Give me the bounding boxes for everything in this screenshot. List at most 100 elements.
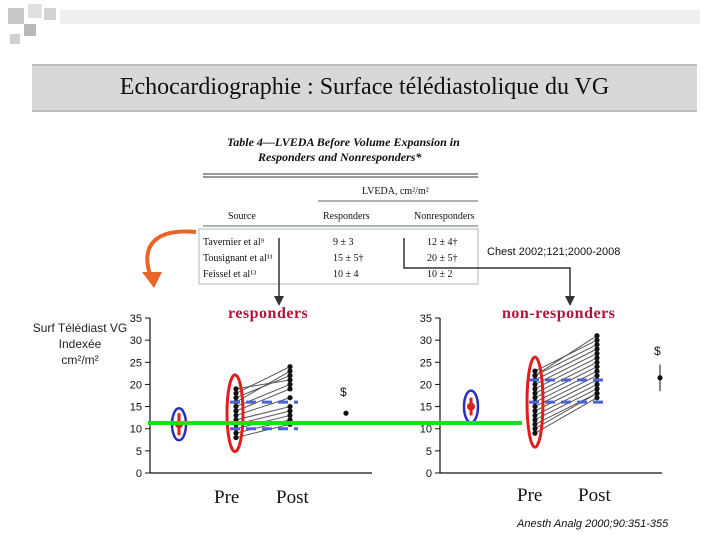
data-point	[594, 346, 600, 352]
decor-square	[28, 4, 42, 18]
data-point	[594, 350, 600, 357]
data-point	[532, 381, 538, 388]
table-row-nonresp: 20 ± 5†	[427, 253, 458, 264]
data-point	[594, 333, 600, 339]
data-point	[594, 364, 600, 370]
data-point	[532, 403, 538, 410]
connector-line	[403, 238, 571, 300]
subject-line	[534, 392, 598, 425]
data-point	[287, 386, 293, 392]
data-point	[594, 341, 600, 348]
data-point	[532, 372, 538, 379]
y-axis-label-line: Surf Télédiast VG	[32, 321, 128, 335]
decor-square	[10, 34, 20, 44]
subject-line	[534, 383, 598, 416]
y-tick-label: 10	[420, 424, 432, 436]
data-point	[594, 381, 600, 388]
data-point	[532, 421, 538, 427]
y-tick-label: 15	[130, 402, 142, 414]
curved-arrow-head-icon	[142, 272, 162, 288]
y-axis-label-line: Indexée	[58, 337, 102, 351]
decor-square	[24, 24, 36, 36]
subject-line	[534, 344, 598, 377]
data-point	[532, 426, 538, 432]
table-row-resp: 9 ± 3	[333, 237, 354, 248]
table-row-resp: 10 ± 4	[333, 269, 359, 280]
data-point	[287, 364, 293, 370]
data-point	[287, 395, 293, 401]
subject-line	[235, 366, 291, 394]
y-tick-label: 5	[136, 446, 142, 458]
data-point	[594, 390, 600, 396]
table-row-source: Feissel et al¹³	[203, 269, 256, 280]
data-point	[287, 372, 293, 379]
data-point	[532, 412, 538, 419]
data-point	[287, 412, 293, 419]
data-point	[233, 430, 239, 436]
subject-line	[534, 392, 598, 430]
pre-label-left: Pre	[214, 487, 240, 508]
table-col-nonresponders: Nonresponders	[414, 211, 475, 222]
citation-anesth: Anesth Analg 2000;90:351-355	[517, 518, 669, 530]
decor-square	[44, 8, 56, 20]
y-tick-label: 20	[130, 379, 142, 391]
table-col-source: Source	[228, 211, 256, 222]
table-highlight	[198, 228, 479, 285]
data-point	[532, 417, 538, 423]
y-tick-label: 35	[420, 313, 432, 325]
marker-point	[657, 375, 663, 381]
data-point	[233, 408, 239, 414]
post-label-right: Post	[578, 485, 611, 506]
table-caption-1: Table 4—LVEDA Before Volume Expansion in	[227, 135, 460, 149]
data-point	[287, 403, 293, 410]
subject-line	[534, 370, 598, 403]
data-point	[233, 434, 239, 441]
data-point	[594, 372, 600, 379]
red-mean-point	[467, 402, 475, 411]
y-tick-label: 20	[420, 379, 432, 391]
dollar-marker: $	[340, 385, 347, 399]
subject-line	[235, 375, 291, 399]
subject-line	[534, 379, 598, 412]
nonresponders-label: non-responders	[502, 305, 616, 322]
arrow-head-icon	[565, 296, 575, 306]
table-caption-2: Responders and Nonresponders*	[257, 150, 422, 164]
y-axis-label-line: cm²/m²	[61, 353, 99, 367]
data-point	[594, 359, 600, 365]
data-point	[594, 355, 600, 361]
y-axis-label: Surf Télédiast VG Indexée cm²/m²	[30, 320, 130, 368]
table-row-source: Tavernier et al⁹	[203, 237, 265, 248]
table-row-source: Tousignant et al¹¹	[203, 253, 273, 264]
subject-line	[235, 388, 291, 412]
data-point	[532, 390, 538, 396]
y-tick-label: 15	[420, 402, 432, 414]
data-point	[594, 368, 600, 374]
arrow-head-icon	[274, 296, 284, 306]
title-bar: Echocardiographie : Surface télédiastoli…	[32, 64, 697, 112]
y-tick-label: 5	[426, 446, 432, 458]
subject-line	[534, 388, 598, 421]
responders-label: responders	[228, 305, 309, 322]
y-tick-label: 0	[136, 468, 142, 480]
subject-line	[235, 383, 291, 408]
data-point	[287, 377, 293, 383]
post-label-left: Post	[276, 487, 309, 508]
data-point	[233, 395, 239, 401]
subject-line	[534, 357, 598, 390]
data-point	[233, 390, 239, 396]
pre-label-right: Pre	[517, 485, 543, 506]
data-point	[233, 412, 239, 419]
data-point	[594, 395, 600, 401]
red-ellipse-highlight	[525, 355, 545, 449]
subject-line	[235, 379, 291, 390]
subject-line	[534, 361, 598, 394]
y-tick-label: 25	[130, 357, 142, 369]
y-tick-label: 30	[420, 335, 432, 347]
curved-arrow-icon	[145, 229, 197, 281]
data-point	[532, 395, 538, 401]
citation-chest: Chest 2002;121;2000-2008	[487, 246, 621, 258]
subject-line	[534, 348, 598, 381]
data-point	[287, 408, 293, 414]
